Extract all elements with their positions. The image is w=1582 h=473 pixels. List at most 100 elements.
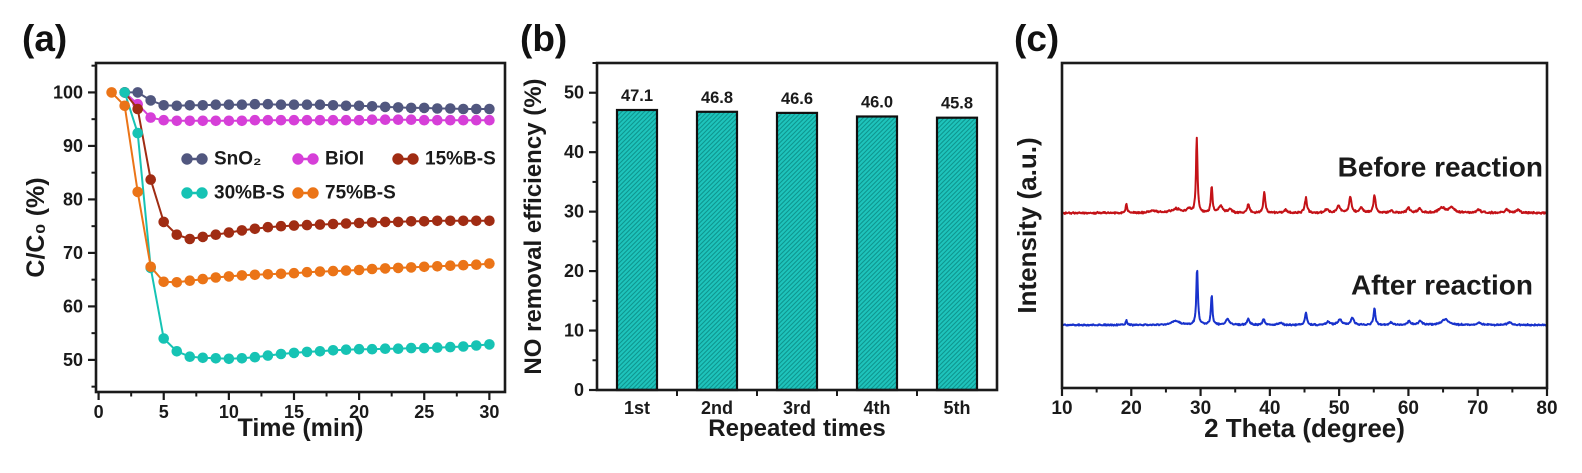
bar-2nd <box>695 110 739 392</box>
data-point <box>288 99 300 110</box>
data-point <box>197 100 209 111</box>
panel-b-label: (b) <box>520 18 568 59</box>
annotation-after-reaction: After reaction <box>1351 270 1533 301</box>
data-point <box>458 114 469 126</box>
data-point <box>458 259 469 271</box>
data-point <box>340 344 352 356</box>
data-point <box>223 227 235 238</box>
data-point <box>445 103 456 114</box>
data-point <box>471 114 482 126</box>
panel-a-label: (a) <box>22 18 68 59</box>
data-point <box>418 114 430 126</box>
data-point <box>236 270 248 281</box>
data-point <box>158 276 169 288</box>
y-tick-label: 10 <box>564 321 584 341</box>
y-tick-label: 70 <box>63 243 83 263</box>
data-point <box>301 266 313 278</box>
legend-label: SnO₂ <box>214 149 262 170</box>
x-tick-label: 60 <box>1398 398 1419 419</box>
data-point <box>379 101 391 113</box>
data-point <box>471 259 482 271</box>
data-point <box>484 339 495 350</box>
data-point <box>249 98 261 110</box>
data-point <box>301 219 313 231</box>
x-tick-label: 5 <box>159 402 169 422</box>
legend-marker <box>181 153 193 165</box>
data-point <box>132 87 143 98</box>
data-point <box>366 101 378 112</box>
bar-value-label: 46.8 <box>701 89 733 107</box>
panel-c-label: (c) <box>1014 18 1060 59</box>
data-point <box>171 346 183 357</box>
data-point <box>145 95 156 106</box>
data-point <box>275 348 287 360</box>
data-point <box>249 269 261 281</box>
data-point <box>392 216 404 228</box>
trace-after-reaction <box>1061 269 1548 327</box>
x-tick-label: 10 <box>219 402 239 422</box>
plot-frame-a <box>94 61 507 394</box>
legend-label: 30%B-S <box>214 183 285 204</box>
data-point <box>445 114 456 126</box>
x-axis-label: Time (min) <box>238 414 364 442</box>
data-point <box>314 346 326 357</box>
data-point <box>392 262 404 274</box>
data-point <box>197 352 209 364</box>
data-point <box>366 263 378 275</box>
data-point <box>340 265 352 276</box>
x-tick-label: 25 <box>414 402 434 422</box>
data-point <box>366 217 378 228</box>
data-point <box>210 229 222 240</box>
data-point <box>418 342 430 354</box>
y-tick-label: 0 <box>574 380 584 400</box>
data-point <box>445 341 456 353</box>
data-point <box>340 114 352 126</box>
data-point <box>353 114 365 126</box>
bar-5th <box>935 116 979 392</box>
data-point <box>314 266 326 277</box>
data-point <box>327 218 339 230</box>
y-tick-label: 60 <box>63 296 83 316</box>
data-point <box>353 217 365 229</box>
data-point <box>405 342 417 354</box>
data-point <box>223 115 235 127</box>
data-point <box>210 115 222 127</box>
data-point <box>288 114 300 126</box>
data-point <box>327 100 339 111</box>
data-point <box>184 233 196 245</box>
y-tick-label: 40 <box>564 142 584 162</box>
annotation-before-reaction: Before reaction <box>1338 152 1543 183</box>
legend-marker <box>292 153 304 165</box>
x-tick-label: 30 <box>1190 398 1211 419</box>
data-point <box>184 100 196 111</box>
data-point <box>392 343 404 355</box>
data-point <box>262 269 274 280</box>
data-point <box>275 220 287 232</box>
data-point <box>301 346 313 358</box>
data-point <box>132 127 143 139</box>
data-point <box>275 99 287 110</box>
data-point <box>106 87 117 98</box>
legend-marker <box>407 153 419 165</box>
x-tick-label: 10 <box>1051 398 1072 419</box>
y-tick-label: 20 <box>564 261 584 281</box>
data-point <box>418 102 430 114</box>
data-point <box>197 231 209 243</box>
legend-marker <box>307 187 319 199</box>
data-point <box>171 115 183 127</box>
data-point <box>288 267 300 279</box>
data-point <box>236 353 248 364</box>
bar-4th <box>855 115 899 392</box>
data-point <box>262 114 274 126</box>
data-point <box>418 261 430 273</box>
data-point <box>184 115 196 127</box>
data-point <box>314 114 326 126</box>
x-tick-label: 40 <box>1259 398 1280 419</box>
x-tick-label: 20 <box>349 402 369 422</box>
data-point <box>262 221 274 233</box>
data-point <box>145 174 156 185</box>
y-tick-label: 50 <box>63 350 83 370</box>
data-point <box>262 350 274 361</box>
data-point <box>197 115 209 127</box>
